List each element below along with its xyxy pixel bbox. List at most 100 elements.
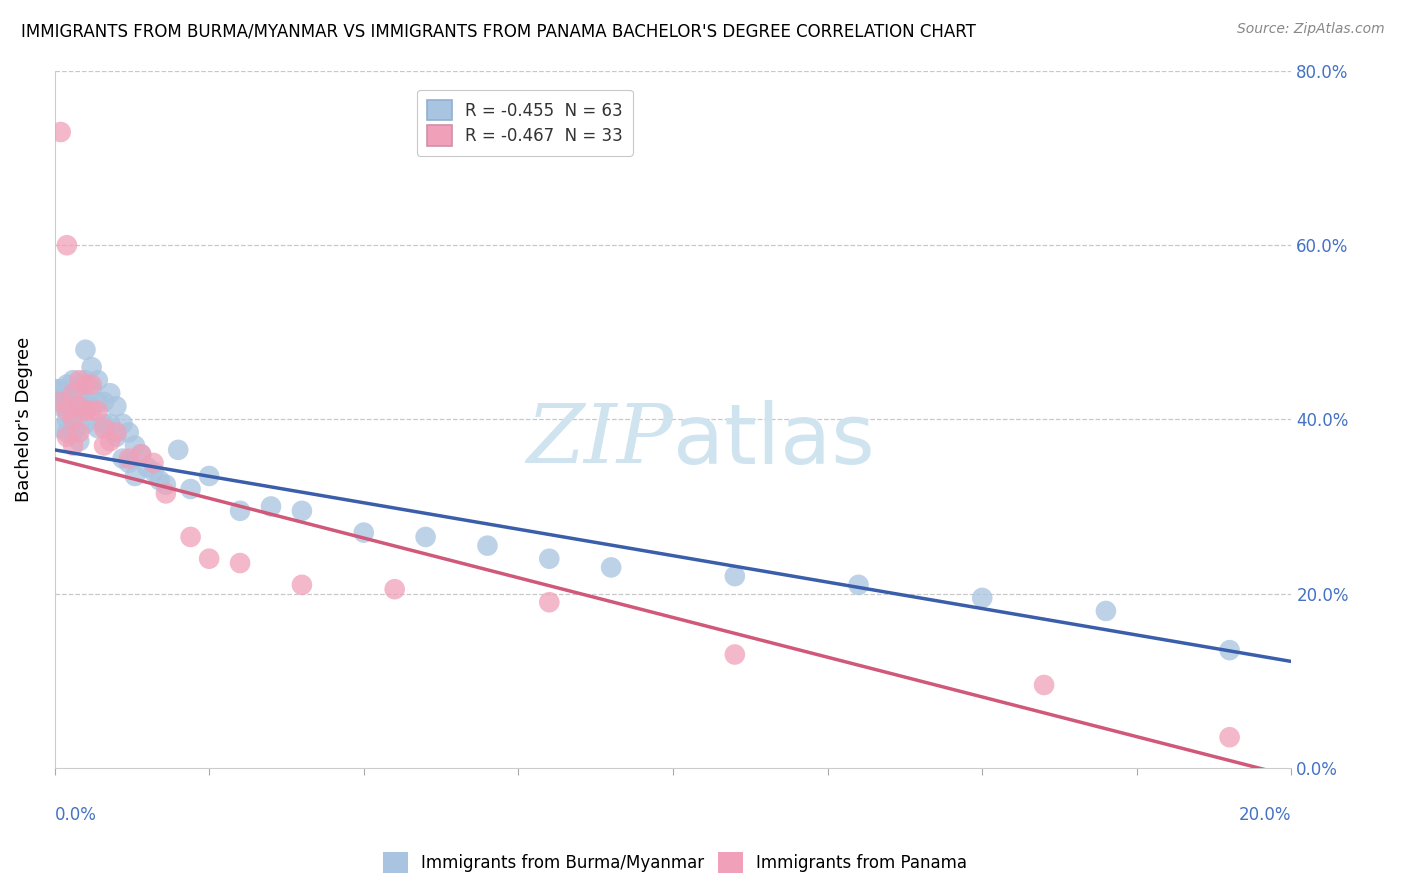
Point <box>93 395 115 409</box>
Point <box>477 539 499 553</box>
Point <box>98 417 121 431</box>
Point <box>87 395 110 409</box>
Point <box>972 591 994 605</box>
Point <box>105 430 128 444</box>
Point <box>62 438 84 452</box>
Point <box>67 386 90 401</box>
Point <box>229 556 252 570</box>
Point <box>49 125 72 139</box>
Point <box>87 421 110 435</box>
Point <box>44 382 66 396</box>
Point <box>353 525 375 540</box>
Legend: R = -0.455  N = 63, R = -0.467  N = 33: R = -0.455 N = 63, R = -0.467 N = 33 <box>416 90 633 155</box>
Point <box>80 382 103 396</box>
Point <box>1033 678 1056 692</box>
Point <box>600 560 623 574</box>
Point <box>180 482 202 496</box>
Point <box>80 377 103 392</box>
Point <box>67 377 90 392</box>
Text: Source: ZipAtlas.com: Source: ZipAtlas.com <box>1237 22 1385 37</box>
Point <box>384 582 406 597</box>
Text: IMMIGRANTS FROM BURMA/MYANMAR VS IMMIGRANTS FROM PANAMA BACHELOR'S DEGREE CORREL: IMMIGRANTS FROM BURMA/MYANMAR VS IMMIGRA… <box>21 22 976 40</box>
Point <box>67 425 90 440</box>
Point <box>62 412 84 426</box>
Point <box>198 551 221 566</box>
Point <box>67 400 90 414</box>
Point <box>111 417 134 431</box>
Point <box>56 377 79 392</box>
Point <box>49 400 72 414</box>
Point <box>67 434 90 449</box>
Point <box>142 456 165 470</box>
Point <box>118 456 141 470</box>
Point <box>67 373 90 387</box>
Text: 0.0%: 0.0% <box>55 806 97 824</box>
Point <box>80 360 103 375</box>
Point <box>129 447 152 461</box>
Point <box>98 386 121 401</box>
Point <box>118 425 141 440</box>
Point <box>415 530 437 544</box>
Point <box>67 400 90 414</box>
Point <box>124 469 146 483</box>
Point <box>155 477 177 491</box>
Point <box>1219 643 1241 657</box>
Point <box>118 451 141 466</box>
Point <box>538 595 561 609</box>
Point <box>291 578 314 592</box>
Point <box>167 442 190 457</box>
Point <box>87 403 110 417</box>
Point <box>93 417 115 431</box>
Point <box>62 400 84 414</box>
Point <box>291 504 314 518</box>
Point <box>142 465 165 479</box>
Point <box>49 391 72 405</box>
Point <box>229 504 252 518</box>
Y-axis label: Bachelor's Degree: Bachelor's Degree <box>15 337 32 502</box>
Point <box>87 373 110 387</box>
Point <box>56 400 79 414</box>
Point <box>56 412 79 426</box>
Point <box>62 386 84 401</box>
Legend: Immigrants from Burma/Myanmar, Immigrants from Panama: Immigrants from Burma/Myanmar, Immigrant… <box>377 846 973 880</box>
Point <box>105 400 128 414</box>
Point <box>1219 730 1241 744</box>
Point <box>124 438 146 452</box>
Point <box>75 373 97 387</box>
Point <box>56 391 79 405</box>
Point <box>75 395 97 409</box>
Text: atlas: atlas <box>673 400 875 481</box>
Point <box>180 530 202 544</box>
Point <box>56 238 79 252</box>
Point <box>198 469 221 483</box>
Point <box>56 430 79 444</box>
Point <box>49 421 72 435</box>
Point <box>56 403 79 417</box>
Text: ZIP: ZIP <box>526 401 673 480</box>
Point <box>75 343 97 357</box>
Point <box>538 551 561 566</box>
Point <box>49 382 72 396</box>
Point <box>155 486 177 500</box>
Point <box>149 473 172 487</box>
Point <box>848 578 870 592</box>
Point <box>62 386 84 401</box>
Point <box>62 412 84 426</box>
Point <box>93 438 115 452</box>
Point <box>724 569 747 583</box>
Point <box>49 395 72 409</box>
Point <box>62 373 84 387</box>
Text: 20.0%: 20.0% <box>1239 806 1292 824</box>
Point <box>260 500 283 514</box>
Point <box>1095 604 1118 618</box>
Point <box>136 460 159 475</box>
Point <box>75 377 97 392</box>
Point <box>75 417 97 431</box>
Point <box>98 434 121 449</box>
Point <box>80 400 103 414</box>
Point <box>56 425 79 440</box>
Point <box>75 403 97 417</box>
Point <box>129 447 152 461</box>
Point <box>105 425 128 440</box>
Point <box>80 403 103 417</box>
